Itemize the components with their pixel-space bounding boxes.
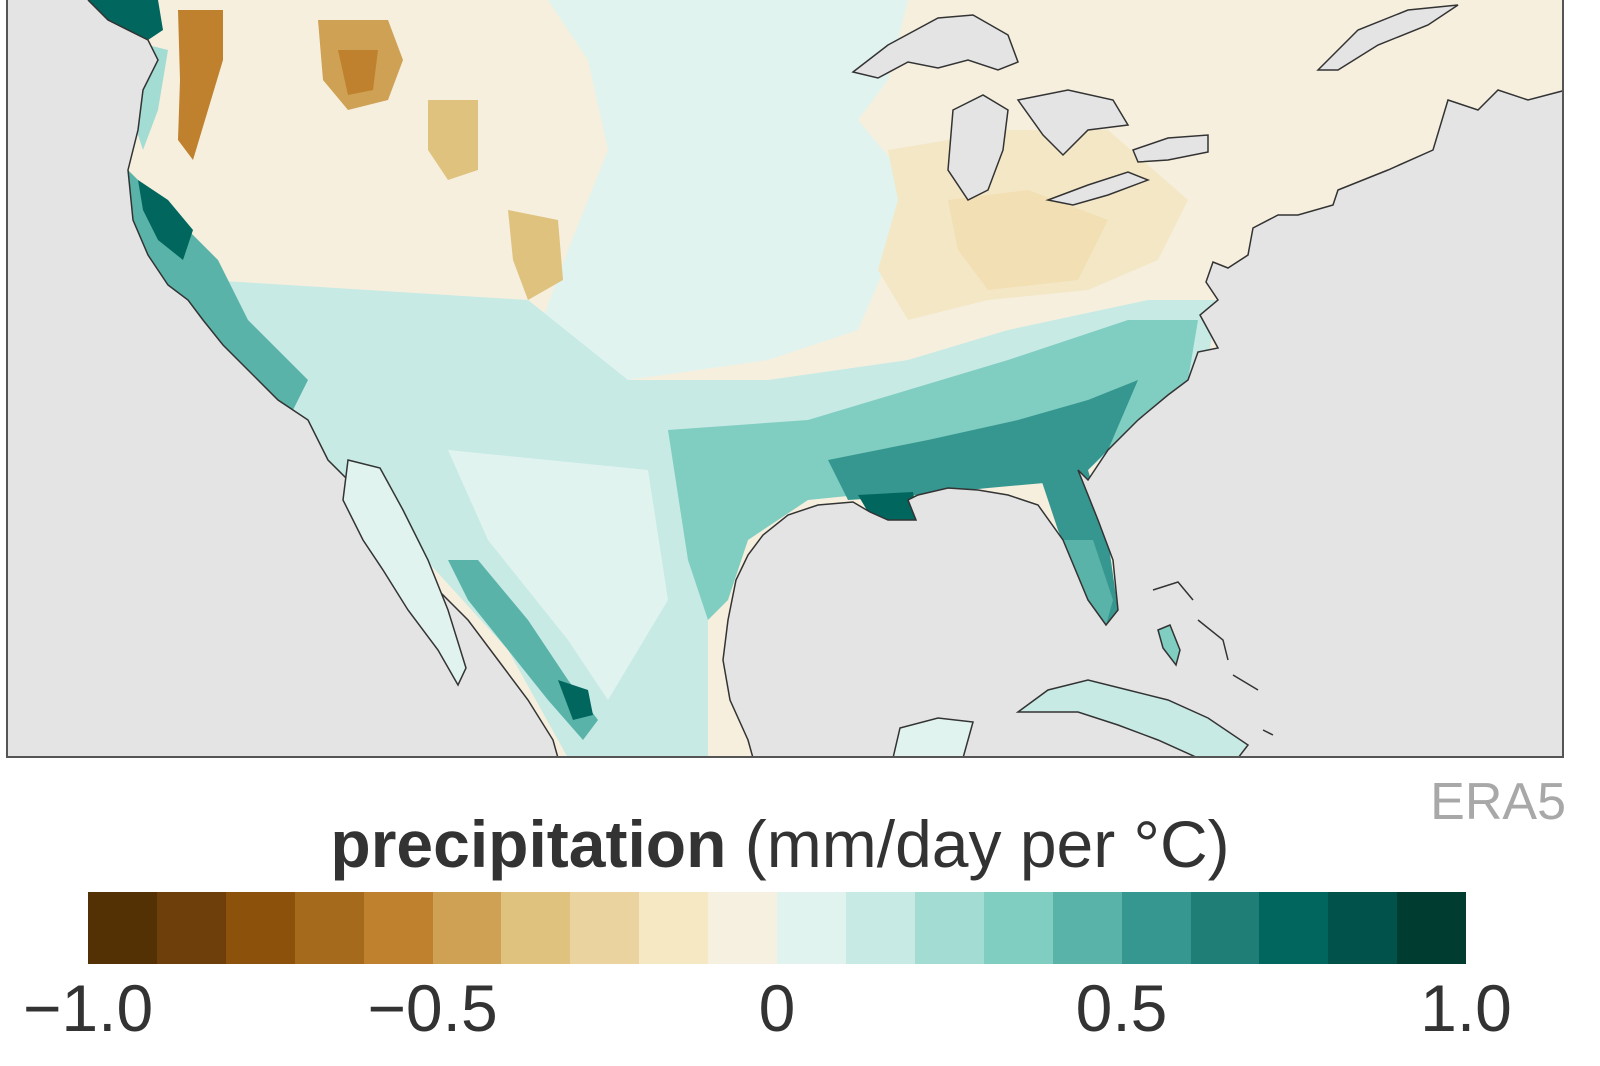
st-lawrence — [1316, 4, 1459, 71]
coastline-west — [87, 0, 559, 756]
colorbar-bin-6 — [501, 892, 571, 964]
colorbar-bin-4 — [363, 892, 433, 964]
colorbar-tick-label: 0 — [758, 971, 796, 1045]
colorbar-bin-18 — [1328, 892, 1398, 964]
map-panel — [6, 0, 1564, 758]
colorbar-bin-10 — [777, 892, 846, 964]
region-wyoming — [428, 100, 478, 180]
region-northern-rockies-core — [338, 50, 378, 95]
bahamas — [1152, 581, 1274, 736]
colorbar-tick-label: 0.5 — [1075, 971, 1168, 1045]
lake-erie — [1045, 171, 1151, 206]
coastline-east — [722, 89, 1562, 756]
region-south-florida — [1063, 540, 1113, 625]
colorbar-bin-9 — [708, 892, 778, 964]
colorbar-bin-12 — [914, 892, 984, 964]
andros-island — [1157, 624, 1181, 667]
region-pacific-northwest-coast — [88, 0, 163, 40]
colorbar — [88, 892, 1467, 964]
baja-california — [342, 459, 467, 687]
lake-michigan — [947, 94, 1009, 201]
cuba — [1015, 679, 1250, 756]
colorbar-units: (mm/day per °C) — [744, 807, 1230, 881]
region-ohio-dry-core — [948, 190, 1108, 290]
colorbar-bin-16 — [1190, 892, 1260, 964]
colorbar-bin-15 — [1121, 892, 1191, 964]
colorbar-bin-1 — [156, 892, 226, 964]
colorbar-bin-13 — [983, 892, 1053, 964]
colorbar-tick-label: 1.0 — [1420, 971, 1512, 1045]
region-colorado-plateau — [508, 210, 563, 300]
lake-superior — [851, 14, 1019, 79]
colorbar-bin-19 — [1397, 892, 1467, 964]
colorbar-bin-5 — [432, 892, 502, 964]
colorbar-title: precipitation (mm/day per °C) — [0, 806, 1560, 882]
region-sierra-madre-core — [558, 680, 593, 720]
colorbar-bin-3 — [294, 892, 364, 964]
colorbar-variable: precipitation — [330, 807, 727, 881]
region-california-north-coast — [138, 180, 193, 260]
region-mexican-plateau — [448, 450, 668, 700]
colorbar-bin-2 — [225, 892, 295, 964]
colorbar-tick-label: −1.0 — [22, 971, 154, 1045]
colorbar-tick-label: −0.5 — [367, 971, 498, 1045]
lake-huron — [1016, 89, 1130, 157]
colorbar-bin-8 — [639, 892, 709, 964]
yucatan — [892, 717, 974, 756]
lake-ontario — [1132, 134, 1209, 163]
data-source-label: ERA5 — [1430, 773, 1566, 831]
colorbar-bin-14 — [1052, 892, 1122, 964]
precipitation-map — [8, 0, 1562, 756]
region-great-plains — [528, 0, 908, 380]
colorbar-bin-7 — [570, 892, 640, 964]
region-mexico-sierra-madre — [448, 560, 598, 740]
region-cascade-range-east — [178, 10, 223, 160]
colorbar-bin-0 — [88, 892, 157, 964]
colorbar-bin-17 — [1259, 892, 1329, 964]
colorbar-bin-11 — [845, 892, 915, 964]
